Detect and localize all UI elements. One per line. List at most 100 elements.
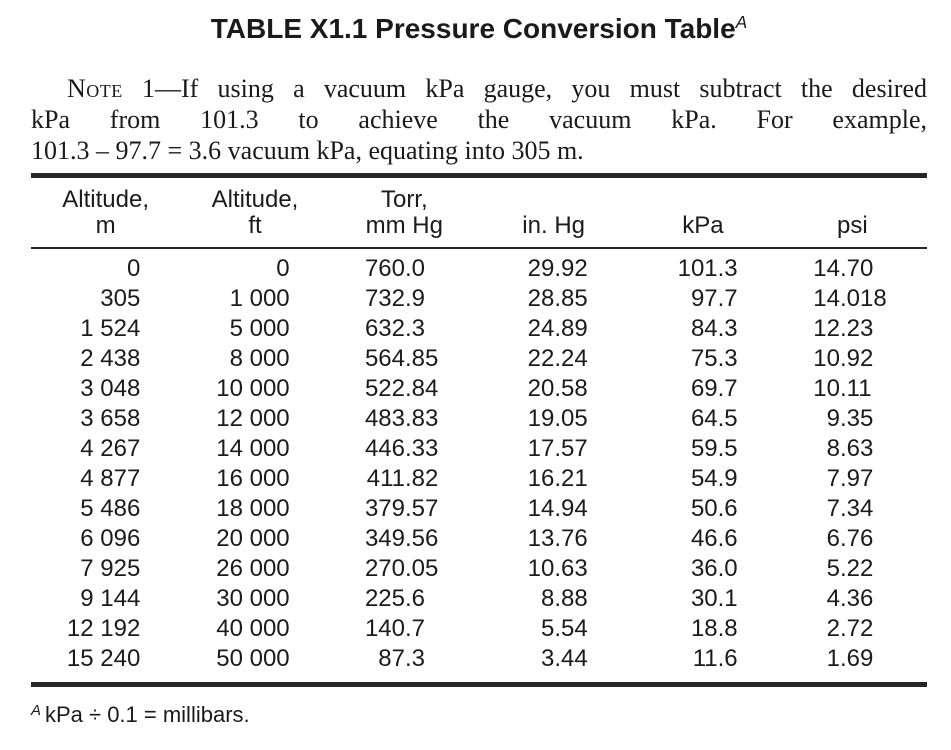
cell-altitude-m: 1 524 (80, 315, 141, 342)
cell-kpa: 97.7 (690, 285, 738, 312)
cell-psi: 7.34 (826, 495, 874, 522)
col-header-altitude-m-line1: Altitude, (62, 186, 150, 213)
cell-kpa: 11.6 (692, 645, 738, 672)
cell-altitude-m: 3 658 (80, 405, 141, 432)
table-row: 7 925 26 000 270.05 10.63 36.0 5.22 (31, 554, 927, 584)
col-header-altitude-m: Altitude, m (31, 176, 180, 249)
col-header-in-hg-line2: in. Hg (522, 212, 585, 239)
col-header-altitude-ft-line1: Altitude, (211, 186, 299, 213)
cell-altitude-ft: 26 000 (216, 555, 290, 582)
table-body: 0 0 760.0 29.92 101.3 14.70 305 1 000 732.9 28.85… (31, 248, 927, 685)
col-header-altitude-m-line2: m (95, 212, 116, 239)
cell-altitude-ft: 40 000 (216, 615, 290, 642)
cell-torr-mm-hg: 87.3 (378, 645, 425, 672)
col-header-kpa-line2: kPa (682, 212, 724, 239)
cell-altitude-m: 3 048 (80, 375, 141, 402)
note-line-1: Note 1—If using a vacuum kPa gauge, you … (31, 73, 927, 104)
cell-in-hg: 17.57 (527, 435, 588, 462)
cell-altitude-ft: 8 000 (229, 345, 290, 372)
table-row: 9 144 30 000 225.6 8.88 30.1 4.36 (31, 584, 927, 614)
note-line-1-text: 1—If using a vacuum kPa gauge, you must … (122, 74, 927, 103)
col-header-psi-line2: psi (836, 212, 868, 239)
cell-psi: 8.63 (826, 435, 874, 462)
cell-in-hg: 3.44 (540, 645, 588, 672)
cell-psi: 14.70 (813, 255, 874, 282)
table-row: 2 438 8 000 564.85 22.24 75.3 10.92 (31, 344, 927, 374)
cell-torr-mm-hg: 349.56 (364, 525, 439, 552)
cell-altitude-m: 2 438 (80, 345, 141, 372)
cell-kpa: 84.3 (690, 315, 738, 342)
cell-kpa: 50.6 (690, 495, 738, 522)
col-header-torr-mm-hg: Torr, mm Hg (330, 176, 479, 249)
cell-psi: 1.69 (826, 645, 874, 672)
cell-in-hg: 16.21 (527, 465, 588, 492)
cell-kpa: 30.1 (690, 585, 738, 612)
cell-altitude-m: 0 (126, 255, 141, 282)
cell-psi: 7.97 (826, 465, 874, 492)
table-row: 305 1 000 732.9 28.85 97.7 14.018 (31, 284, 927, 314)
cell-altitude-ft: 5 000 (229, 315, 290, 342)
table-title-text: TABLE X1.1 Pressure Conversion Table (210, 13, 736, 44)
table-row: 3 658 12 000 483.83 19.05 64.5 9.35 (31, 404, 927, 434)
cell-in-hg: 22.24 (527, 345, 588, 372)
col-header-psi: psi (778, 176, 927, 249)
cell-kpa: 69.7 (690, 375, 738, 402)
cell-torr-mm-hg: 483.83 (364, 405, 439, 432)
cell-psi: 5.22 (826, 555, 874, 582)
cell-altitude-ft: 30 000 (216, 585, 290, 612)
cell-in-hg: 19.05 (527, 405, 588, 432)
footnote-ref: A (31, 701, 41, 719)
cell-torr-mm-hg: 522.84 (364, 375, 439, 402)
cell-psi: 12.23 (813, 315, 874, 342)
note-label: Note (67, 74, 123, 103)
cell-in-hg: 29.92 (527, 255, 588, 282)
document-page: TABLE X1.1 Pressure Conversion Table A No… (31, 12, 927, 727)
cell-altitude-m: 12 192 (66, 615, 141, 642)
footnote-text: kPa ÷ 0.1 = millibars. (44, 702, 250, 727)
cell-in-hg: 10.63 (527, 555, 588, 582)
cell-altitude-ft: 16 000 (216, 465, 290, 492)
note-paragraph: Note 1—If using a vacuum kPa gauge, you … (31, 73, 927, 166)
cell-kpa: 36.0 (690, 555, 738, 582)
col-header-in-hg: in. Hg (479, 176, 628, 249)
cell-torr-mm-hg: 140.7 (364, 615, 425, 642)
cell-psi: 9.35 (826, 405, 874, 432)
cell-in-hg: 20.58 (527, 375, 588, 402)
col-header-kpa: kPa (628, 176, 777, 249)
table-row: 6 096 20 000 349.56 13.76 46.6 6.76 (31, 524, 927, 554)
cell-torr-mm-hg: 564.85 (364, 345, 439, 372)
cell-torr-mm-hg: 760.0 (364, 255, 425, 282)
cell-torr-mm-hg: 632.3 (364, 315, 425, 342)
cell-altitude-ft: 20 000 (216, 525, 290, 552)
cell-kpa: 18.8 (690, 615, 738, 642)
cell-kpa: 54.9 (690, 465, 738, 492)
col-header-torr-line1: Torr, (380, 186, 428, 213)
cell-kpa: 75.3 (690, 345, 738, 372)
cell-altitude-m: 4 267 (80, 435, 141, 462)
table-row: 4 267 14 000 446.33 17.57 59.5 8.63 (31, 434, 927, 464)
cell-altitude-ft: 14 000 (216, 435, 290, 462)
cell-kpa: 46.6 (690, 525, 738, 552)
cell-kpa: 64.5 (690, 405, 738, 432)
cell-torr-mm-hg: 411.82 (366, 465, 439, 492)
cell-in-hg: 5.54 (540, 615, 588, 642)
cell-kpa: 101.3 (677, 255, 738, 282)
table-header: Altitude, m Altitude, ft Torr, mm Hg in.… (31, 176, 927, 249)
cell-altitude-m: 9 144 (80, 585, 141, 612)
cell-altitude-m: 15 240 (66, 645, 141, 672)
cell-torr-mm-hg: 732.9 (364, 285, 425, 312)
note-line-2: kPa from 101.3 to achieve the vacuum kPa… (31, 105, 927, 134)
cell-altitude-m: 4 877 (80, 465, 141, 492)
cell-torr-mm-hg: 446.33 (364, 435, 439, 462)
cell-altitude-ft: 18 000 (216, 495, 290, 522)
col-header-torr-line2: mm Hg (365, 212, 443, 239)
col-header-altitude-ft-line2: ft (248, 212, 262, 239)
cell-in-hg: 13.76 (527, 525, 588, 552)
cell-altitude-ft: 0 (276, 255, 290, 282)
cell-torr-mm-hg: 270.05 (364, 555, 439, 582)
cell-torr-mm-hg: 379.57 (364, 495, 439, 522)
cell-altitude-ft: 12 000 (216, 405, 290, 432)
cell-kpa: 59.5 (690, 435, 738, 462)
col-header-altitude-ft: Altitude, ft (180, 176, 329, 249)
cell-in-hg: 24.89 (527, 315, 588, 342)
